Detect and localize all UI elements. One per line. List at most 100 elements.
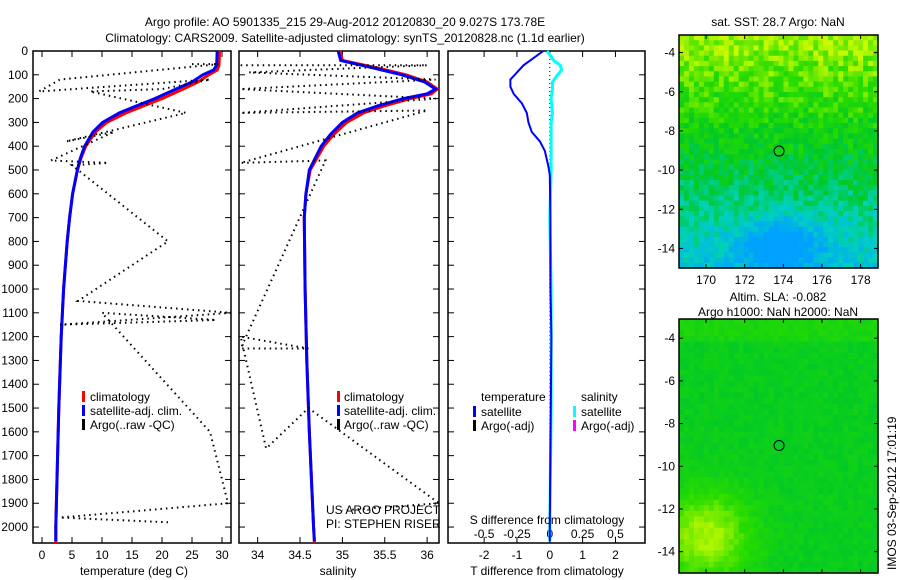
map-cell (718, 539, 725, 546)
map-cell (838, 148, 844, 155)
map-cell (843, 40, 849, 46)
map-cell (773, 71, 780, 78)
map-cell (803, 112, 809, 119)
difference-legend: temperature satellite Argo(-adj) salinit… (473, 390, 634, 433)
map-cell (823, 358, 829, 365)
map-cell (848, 107, 854, 114)
map-cell (783, 40, 790, 46)
map-cell (868, 133, 874, 140)
map-cell (738, 91, 745, 98)
map-cell (788, 35, 795, 41)
map-cell (738, 544, 745, 552)
map-cell (718, 482, 725, 489)
map-cell (718, 159, 725, 166)
map-cell (803, 76, 809, 83)
map-cell (853, 247, 859, 254)
map-cell (838, 40, 844, 46)
map-cell (758, 154, 765, 160)
map-cell (853, 97, 859, 103)
map-cell (838, 493, 844, 501)
map-cell (793, 539, 799, 546)
map-cell (773, 448, 780, 456)
map-cell (763, 499, 770, 506)
map-cell (738, 257, 745, 264)
map-cell (798, 533, 804, 540)
map-cell (758, 431, 765, 439)
map-cell (748, 117, 755, 124)
map-cell (778, 164, 785, 171)
map-cell (743, 195, 750, 202)
map-cell (873, 426, 879, 433)
map-cell (688, 236, 695, 243)
map-cell (863, 257, 869, 264)
map-cell (679, 138, 685, 145)
map-cell (708, 81, 715, 88)
map-cell (858, 477, 864, 484)
map-cell (688, 231, 695, 238)
map-cell (838, 567, 844, 574)
map-cell (753, 335, 760, 343)
map-cell (679, 352, 685, 360)
map-cell (813, 60, 819, 67)
map-cell (718, 257, 725, 264)
map-cell (843, 352, 849, 360)
map-cell (818, 482, 824, 489)
map-cell (748, 205, 755, 212)
map-cell (728, 86, 735, 93)
map-cell (773, 477, 780, 484)
map-cell (828, 544, 834, 552)
map-cell (738, 499, 745, 506)
map-cell (858, 133, 864, 140)
map-cell (723, 460, 730, 467)
map-cell (718, 414, 725, 422)
map-cell (703, 465, 710, 472)
map-cell (718, 35, 725, 41)
map-cell (723, 431, 730, 439)
map-cell (828, 499, 834, 506)
map-cell (703, 107, 710, 114)
map-cell (713, 420, 720, 427)
map-cell (808, 448, 814, 456)
map-cell (679, 190, 685, 197)
map-cell (753, 55, 760, 62)
map-cell (743, 76, 750, 83)
map-cell (728, 324, 735, 331)
map-cell (778, 242, 785, 248)
map-cell (778, 236, 785, 243)
map-cell (803, 71, 809, 78)
map-cell (813, 226, 819, 233)
map-cell (738, 35, 745, 41)
map-cell (763, 448, 770, 456)
map-cell (848, 409, 854, 416)
map-cell (698, 319, 705, 326)
map-cell (698, 252, 705, 259)
map-cell (723, 76, 730, 83)
map-cell (808, 81, 814, 88)
map-cell (788, 460, 795, 467)
map-cell (773, 91, 780, 98)
map-cell (708, 392, 715, 399)
map-cell (803, 330, 809, 337)
map-cell (768, 493, 775, 501)
map-cell (679, 76, 685, 83)
map-cell (843, 154, 849, 160)
map-cell (803, 324, 809, 331)
map-cell (733, 247, 740, 254)
map-cell (818, 364, 824, 371)
map-cell (738, 169, 745, 176)
map-cell (873, 556, 879, 563)
map-cell (713, 505, 720, 512)
map-cell (773, 148, 780, 155)
map-cell (808, 60, 814, 67)
map-cell (853, 493, 859, 501)
map-cell (868, 262, 874, 269)
map-cell (683, 133, 690, 140)
map-cell (683, 482, 690, 489)
map-cell (778, 352, 785, 360)
map-cell (748, 465, 755, 472)
map-cell (723, 128, 730, 134)
map-cell (768, 347, 775, 354)
map-cell (733, 381, 740, 388)
map-cell (863, 185, 869, 191)
map-cell (818, 221, 824, 228)
